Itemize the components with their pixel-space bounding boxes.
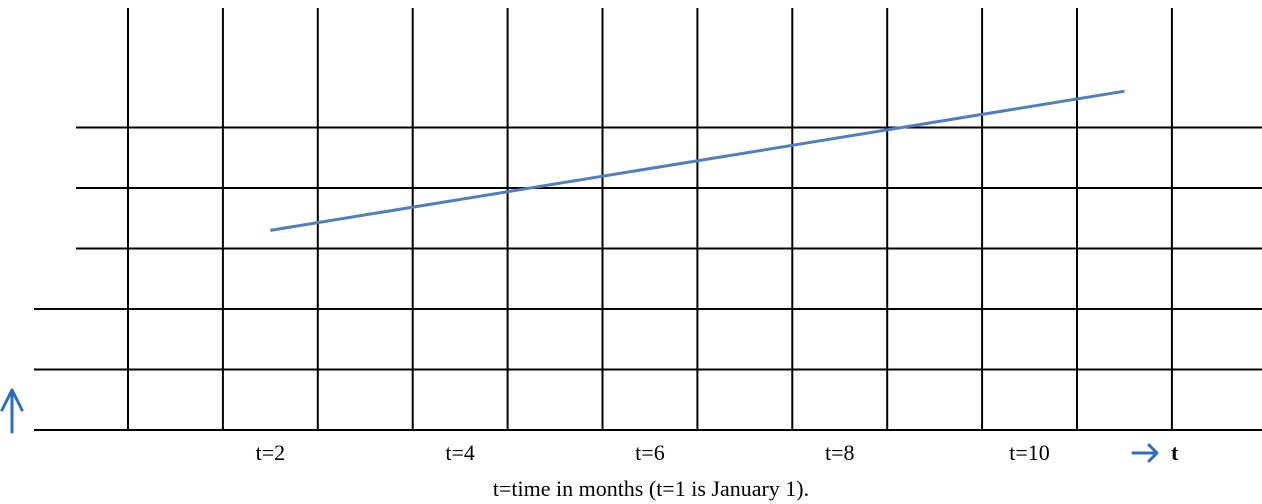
x-tick-label: t=10 xyxy=(1009,440,1050,465)
chart-caption: t=time in months (t=1 is January 1). xyxy=(493,476,809,501)
grid xyxy=(34,8,1262,431)
x-tick-label: t=8 xyxy=(825,440,855,465)
series-line xyxy=(270,89,1125,232)
up-arrow-icon xyxy=(0,388,24,434)
right-arrow-icon xyxy=(1131,443,1159,463)
x-tick-label: t=6 xyxy=(635,440,665,465)
x-tick-label: t=2 xyxy=(256,440,286,465)
x-tick-label: t=4 xyxy=(445,440,475,465)
x-axis-name: t xyxy=(1171,440,1179,465)
x-tick-labels: t=2 t=4 t=6 t=8 t=10 xyxy=(256,440,1050,465)
